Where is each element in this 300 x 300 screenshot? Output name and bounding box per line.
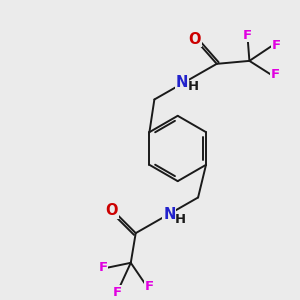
Text: F: F xyxy=(272,38,281,52)
Text: H: H xyxy=(175,213,186,226)
Text: F: F xyxy=(271,68,280,81)
Text: N: N xyxy=(176,75,188,90)
Text: O: O xyxy=(189,32,201,46)
Text: N: N xyxy=(163,207,176,222)
Text: F: F xyxy=(112,286,122,299)
Text: F: F xyxy=(98,261,108,274)
Text: H: H xyxy=(188,80,199,93)
Text: F: F xyxy=(145,280,154,293)
Text: F: F xyxy=(243,28,252,42)
Text: O: O xyxy=(106,203,118,218)
